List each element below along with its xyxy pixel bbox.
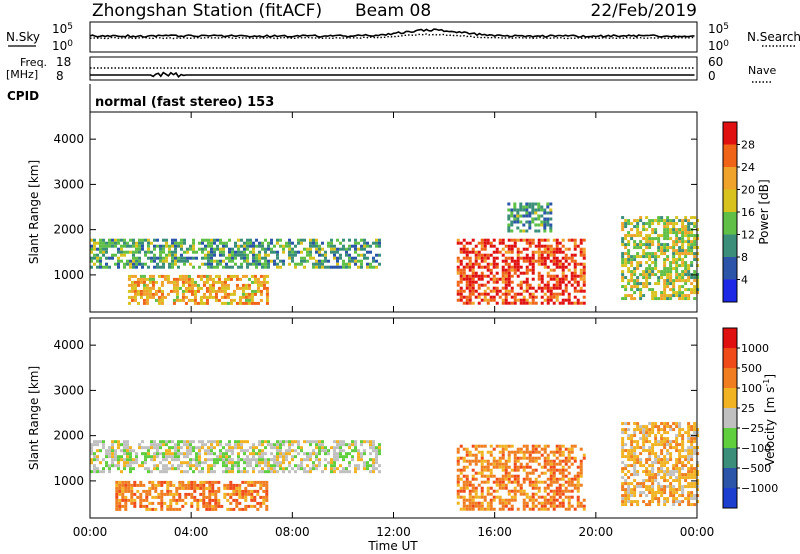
velocity-colorbar-label: Velocity[m s-1] <box>762 374 777 466</box>
colorbar-tick-label: 500 <box>741 362 762 375</box>
colorbar-swatch <box>723 348 737 368</box>
power-colorbar: 4 8 12 16 20 24 28 <box>722 121 755 303</box>
x-axis-label: Time UT <box>367 539 418 553</box>
y-tick-label: 4000 <box>53 132 84 146</box>
velocity-y-label: Slant Range [km] <box>27 366 41 470</box>
colorbar-tick-label: 25 <box>741 402 755 415</box>
colorbar-tick-label: 1000 <box>741 342 769 355</box>
echo-region-lower-echo-early <box>127 274 269 305</box>
colorbar-swatch <box>723 189 737 212</box>
colorbar-tick-label: 24 <box>741 161 755 174</box>
x-tick-label: 00:00 <box>680 525 715 539</box>
sky-left-tick-bottom: 100 <box>52 39 73 53</box>
y-tick-label: 3000 <box>53 383 84 397</box>
freq-label-line1: Freq. <box>20 56 47 69</box>
station-title: Zhongshan Station (fitACF) <box>92 1 322 21</box>
echo-region-early-negative <box>115 480 269 511</box>
date-label: 22/Feb/2019 <box>591 1 697 21</box>
n-search-trace <box>89 33 695 40</box>
colorbar-tick-label: 100 <box>741 382 762 395</box>
freq-tick-top: 18 <box>56 55 71 69</box>
colorbar-swatch <box>723 257 737 280</box>
colorbar-tick-label: −100 <box>741 442 771 455</box>
colorbar-tick-label: −500 <box>741 462 771 475</box>
colorbar-swatch <box>723 428 737 448</box>
velocity-panel: 1000 2000 3000 4000 Slant Range [km] 1000 50… <box>27 317 778 519</box>
velocity-colorbar: 1000 500 100 25 −25 −100 −500 −1000 <box>722 327 778 509</box>
power-y-axis: 1000 2000 3000 4000 <box>53 132 697 282</box>
y-tick-label: 3000 <box>53 177 84 191</box>
colorbar-swatch <box>723 448 737 468</box>
y-tick-label: 4000 <box>53 338 84 352</box>
colorbar-tick-label: 28 <box>741 139 755 152</box>
colorbar-swatch <box>723 488 737 508</box>
colorbar-swatch <box>723 144 737 167</box>
velocity-echo-regions <box>90 422 700 511</box>
sky-right-tick-bottom: 100 <box>708 39 729 53</box>
x-tick-label: 04:00 <box>174 525 209 539</box>
sky-right-tick-top: 105 <box>708 22 729 36</box>
echo-region-late-echo <box>621 216 700 301</box>
y-tick-label: 1000 <box>53 268 84 282</box>
colorbar-swatch <box>723 328 737 348</box>
frequency-trace <box>90 71 695 79</box>
echo-region-upper-band-afternoon <box>507 202 553 233</box>
power-panel: 1000 2000 3000 4000 Slant Range [km] 4 8 12 16… <box>27 111 771 313</box>
colorbar-tick-label: 16 <box>741 206 755 219</box>
time-axis: 00:00 04:00 08:00 12:00 16:00 20:00 00:00 <box>73 112 715 539</box>
freq-label-line2: [MHz] <box>6 68 38 81</box>
beam-label: Beam 08 <box>355 1 431 21</box>
n-sky-trace <box>89 28 695 38</box>
nave-tick-top: 60 <box>708 55 723 69</box>
power-plot-frame <box>89 111 698 313</box>
freq-panel: Freq. [MHz] 18 8 60 0 Nave <box>6 55 776 83</box>
colorbar-tick-label: −25 <box>741 422 764 435</box>
nave-tick-bottom: 0 <box>708 69 716 83</box>
colorbar-swatch <box>723 388 737 408</box>
colorbar-swatch <box>723 408 737 428</box>
colorbar-swatch <box>723 368 737 388</box>
echo-region-upper-band-early <box>90 238 381 269</box>
x-tick-label: 20:00 <box>579 525 614 539</box>
colorbar-swatch <box>723 234 737 257</box>
colorbar-swatch <box>723 122 737 145</box>
x-tick-label: 00:00 <box>73 525 108 539</box>
colorbar-tick-label: −1000 <box>741 482 778 495</box>
x-tick-label: 16:00 <box>477 525 512 539</box>
x-tick-label: 08:00 <box>275 525 310 539</box>
sky-right-label: N.Search <box>747 30 800 44</box>
echo-region-afternoon-negative <box>456 444 586 511</box>
echo-region-late-mixed <box>621 422 700 507</box>
power-y-label: Slant Range [km] <box>27 160 41 264</box>
colorbar-swatch <box>723 279 737 302</box>
colorbar-swatch <box>723 212 737 235</box>
colorbar-swatch <box>723 167 737 190</box>
power-colorbar-label: Power [dB] <box>757 179 771 244</box>
sky-left-tick-top: 105 <box>52 22 73 36</box>
colorbar-tick-label: 8 <box>741 251 748 264</box>
cpid-label: CPID <box>7 89 39 103</box>
echo-region-main-echo-afternoon <box>456 238 586 305</box>
colorbar-tick-label: 12 <box>741 229 755 242</box>
x-tick-label: 12:00 <box>376 525 411 539</box>
colorbar-tick-label: 4 <box>741 274 748 287</box>
cpid-text: normal (fast stereo) 153 <box>95 95 274 110</box>
y-tick-label: 2000 <box>53 429 84 443</box>
power-echo-regions <box>90 202 700 305</box>
y-tick-label: 1000 <box>53 474 84 488</box>
echo-region-ground-scatter-band <box>90 440 381 474</box>
colorbar-tick-label: 20 <box>741 184 755 197</box>
nave-label: Nave <box>748 64 776 77</box>
sky-panel: N.Sky 105 100 105 100 N.Search <box>6 21 800 53</box>
sky-left-label: N.Sky <box>6 30 40 44</box>
velocity-y-axis: 1000 2000 3000 4000 <box>53 338 697 488</box>
colorbar-swatch <box>723 468 737 488</box>
y-tick-label: 2000 <box>53 223 84 237</box>
freq-tick-bottom: 8 <box>56 69 64 83</box>
